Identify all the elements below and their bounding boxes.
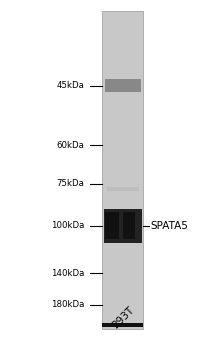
- Bar: [103, 209, 142, 243]
- Bar: [102, 323, 143, 327]
- Text: 293T: 293T: [110, 305, 135, 331]
- Text: 60kDa: 60kDa: [56, 141, 84, 150]
- Text: 180kDa: 180kDa: [50, 300, 84, 309]
- Bar: [122, 212, 135, 239]
- Bar: [104, 79, 141, 92]
- Text: 140kDa: 140kDa: [50, 268, 84, 278]
- Text: 75kDa: 75kDa: [56, 179, 84, 188]
- Text: SPATA5: SPATA5: [150, 221, 188, 231]
- Text: 45kDa: 45kDa: [56, 81, 84, 90]
- Text: 100kDa: 100kDa: [50, 221, 84, 230]
- Bar: [106, 187, 139, 191]
- Bar: [104, 212, 118, 239]
- Bar: [102, 10, 143, 329]
